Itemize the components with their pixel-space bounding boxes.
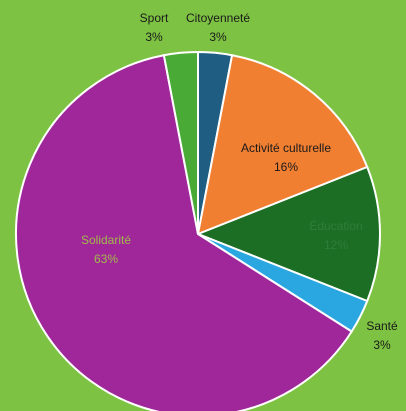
- pie-slice-education: [195, 165, 381, 303]
- slice-label-education: Éducation: [309, 218, 362, 233]
- slice-label-solidarite: Solidarité: [81, 233, 131, 247]
- pie-slice-solidarite: [15, 54, 354, 411]
- slice-value-sante: 3%: [373, 338, 391, 352]
- slice-value-solidarite: 63%: [94, 252, 118, 266]
- pie-slice-sport: [162, 50, 199, 235]
- slice-label-sante: Santé: [366, 319, 398, 333]
- slice-label-sport: Sport: [140, 11, 169, 25]
- slice-label-citoyennete: Citoyenneté: [186, 11, 250, 25]
- slice-value-citoyennete: 3%: [209, 30, 227, 44]
- slice-value-education: 12%: [324, 238, 348, 252]
- slice-value-sport: 3%: [145, 30, 163, 44]
- slice-label-activite-culturelle: Activité culturelle: [241, 141, 331, 155]
- slice-value-activite-culturelle: 16%: [274, 160, 298, 174]
- pie-slice-activite-culturelle: [196, 54, 369, 236]
